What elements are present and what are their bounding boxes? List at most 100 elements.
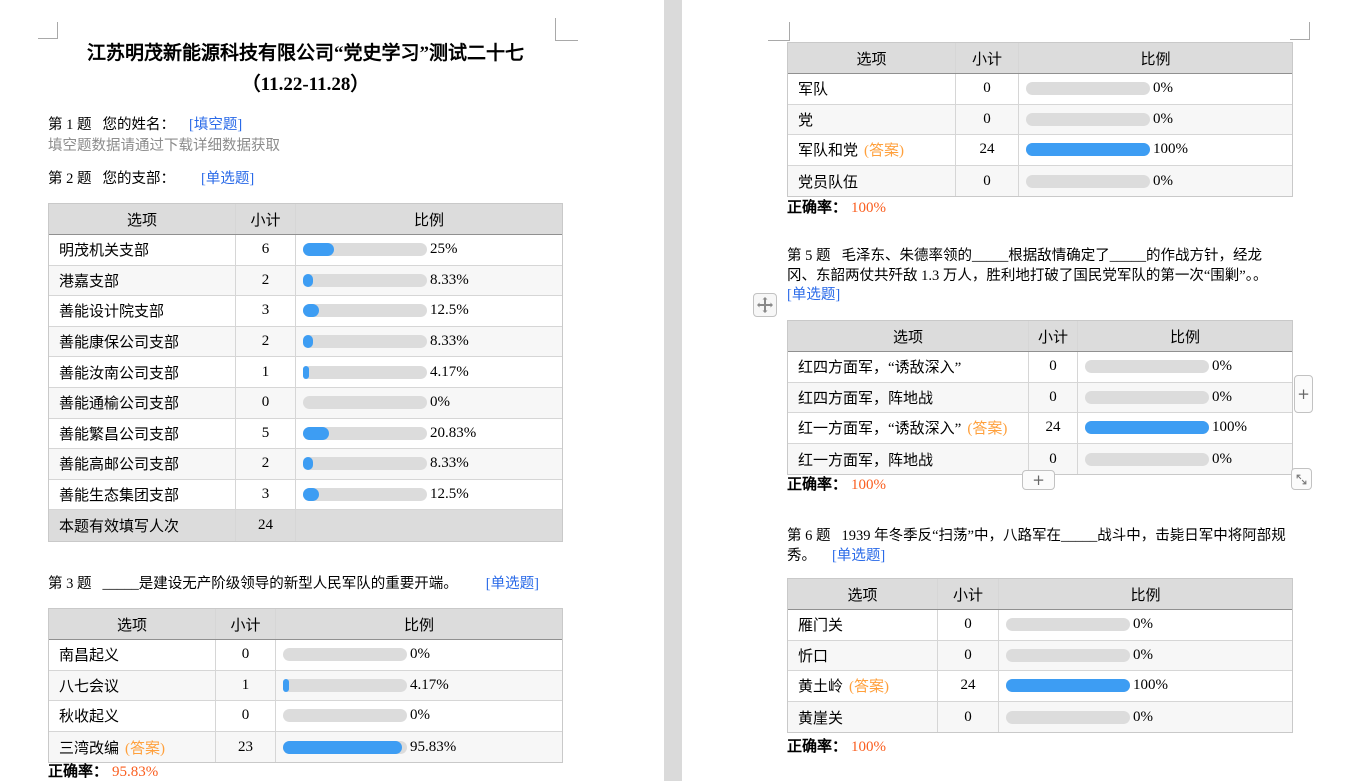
option-label: 红一方面军，“诱敌深入” <box>798 421 962 438</box>
percent-cell: 0% <box>999 610 1292 640</box>
option-label: 明茂机关支部 <box>59 243 150 260</box>
question-6-type-link[interactable]: [单选题] <box>832 547 886 564</box>
percent-cell: 4.17% <box>276 671 562 701</box>
percent-cell: 0% <box>999 702 1292 733</box>
option-cell: 善能汝南公司支部 <box>49 357 236 387</box>
table-row: 善能生态集团支部 3 12.5% <box>49 479 562 511</box>
question-3-type-link[interactable]: [单选题] <box>485 576 539 592</box>
percent-bar-fill <box>303 335 313 349</box>
percent-cell: 25% <box>296 235 562 265</box>
table-q3-results: 选项 小计 比例 南昌起义 0 0% 八七会议 1 4.17% 秋收起义 0 0% 三湾改编 (答案) 23… <box>48 608 563 764</box>
option-label: 善能生态集团支部 <box>59 488 180 505</box>
percent-cell: 0% <box>1078 383 1292 413</box>
count-cell: 2 <box>236 449 296 479</box>
count-cell: 3 <box>236 479 296 510</box>
question-1-type-link[interactable]: [填空题] <box>189 117 243 133</box>
percent-bar-track <box>303 365 427 379</box>
option-label: 善能高邮公司支部 <box>59 457 180 474</box>
table-row: 黄土岭 (答案) 24 100% <box>788 671 1292 702</box>
table-row: 军队 0 0% <box>788 74 1292 105</box>
question-6-number: 第 6 题 <box>787 528 831 544</box>
corner-mark-icon <box>555 18 578 41</box>
table-row: 善能康保公司支部 2 8.33% <box>49 326 562 358</box>
table-row: 善能汝南公司支部 1 4.17% <box>49 357 562 388</box>
add-row-button-right[interactable]: + <box>1294 375 1313 413</box>
move-handle-button[interactable] <box>753 293 777 317</box>
percent-bar-track <box>303 426 427 440</box>
option-cell: 红一方面军，阵地战 <box>788 443 1029 475</box>
table-row: 三湾改编 (答案) 23 95.83% <box>49 731 562 763</box>
expand-button[interactable] <box>1291 468 1312 490</box>
percent-label: 0% <box>1133 646 1153 663</box>
diagonal-resize-icon <box>1296 474 1307 484</box>
table-row: 善能繁昌公司支部 5 20.83% <box>49 418 562 450</box>
count-cell: 0 <box>236 387 296 418</box>
table-row: 红一方面军，阵地战 0 0% <box>788 443 1292 475</box>
percent-bar-fill <box>1026 143 1150 157</box>
option-cell: 善能生态集团支部 <box>49 479 236 510</box>
percent-label: 100% <box>1133 677 1168 694</box>
table-row: 明茂机关支部 6 25% <box>49 235 562 266</box>
option-cell: 军队 <box>788 74 956 104</box>
option-cell: 忻口 <box>788 640 938 671</box>
option-cell: 红四方面军，“诱敌深入” <box>788 352 1029 382</box>
add-row-button-bottom[interactable]: + <box>1022 470 1055 490</box>
option-label: 党 <box>798 112 814 129</box>
percent-bar-track <box>1026 174 1150 188</box>
column-header: 小计 <box>938 579 999 609</box>
option-cell: 善能高邮公司支部 <box>49 449 236 479</box>
percent-cell: 0% <box>1019 166 1292 197</box>
percent-label: 0% <box>1153 110 1173 127</box>
table-q5-results: 选项 小计 比例 红四方面军，“诱敌深入” 0 0% 红四方面军，阵地战 0 0% 红一方面军，“… <box>787 320 1293 476</box>
table-header-row: 选项 小计 比例 <box>788 43 1292 74</box>
count-cell: 24 <box>938 671 999 701</box>
percent-bar-fill <box>303 365 309 379</box>
question-5-text-line2: 冈、东韶两仗共歼敌 1.3 万人，胜利地打破了国民党军队的第一次“围剿”。。 <box>787 267 1268 284</box>
percent-bar-track <box>1026 82 1150 96</box>
option-label: 忻口 <box>798 648 829 665</box>
correct-rate-label: 正确率： <box>787 739 848 755</box>
column-header: 小计 <box>216 609 276 639</box>
question-3: 第 3 题 _____是建设无产阶级领导的新型人民军队的重要开端。 [单选题] <box>48 575 539 594</box>
question-5-type-link[interactable]: [单选题] <box>787 287 841 303</box>
option-cell: 黄土岭 (答案) <box>788 671 938 701</box>
question-5: 第 5 题毛泽东、朱德率领的_____根据敌情确定了_____的作战方针，经龙 … <box>787 247 1268 306</box>
percent-bar-track <box>303 304 427 318</box>
table-row: 港嘉支部 2 8.33% <box>49 265 562 297</box>
column-header: 比例 <box>1140 51 1171 68</box>
percent-bar-track <box>303 335 427 349</box>
percent-label: 0% <box>1212 358 1232 375</box>
count-cell: 0 <box>1029 443 1078 475</box>
count-cell: 0 <box>956 104 1019 135</box>
correct-rate-q3: 正确率： 95.83% <box>48 760 158 781</box>
count-cell: 0 <box>938 701 999 733</box>
table-row: 黄崖关 0 0% <box>788 701 1292 733</box>
question-1-text: 您的姓名： <box>102 117 176 133</box>
column-header: 选项 <box>788 579 938 609</box>
column-header: 选项 <box>788 43 956 73</box>
option-label: 善能康保公司支部 <box>59 335 180 352</box>
option-cell: 红四方面军，阵地战 <box>788 382 1029 413</box>
percent-cell: 8.33% <box>296 327 562 357</box>
percent-label: 0% <box>1153 80 1173 97</box>
option-cell: 红一方面军，“诱敌深入” (答案) <box>788 413 1029 443</box>
option-cell: 善能康保公司支部 <box>49 326 236 357</box>
percent-cell: 0% <box>1019 74 1292 104</box>
question-2-type-link[interactable]: [单选题] <box>201 171 255 187</box>
doc-title-line1: 江苏明茂新能源科技有限公司“党史学习”测试二十七 <box>86 43 524 64</box>
option-label: 黄土岭 <box>798 679 844 696</box>
percent-bar-track <box>303 396 427 410</box>
percent-bar-track <box>1085 452 1209 466</box>
percent-label: 8.33% <box>430 455 469 472</box>
question-6-text-line1: 1939 年冬季反“扫荡”中，八路军在_____战斗中，击毙日军中将阿部规 <box>841 528 1286 544</box>
question-6-text-line2: 秀。 <box>787 547 816 564</box>
answer-badge: (答案) <box>967 421 1008 438</box>
question-2-text: 您的支部： <box>102 171 176 187</box>
percent-cell: 4.17% <box>296 357 562 387</box>
option-cell: 善能设计院支部 <box>49 296 236 326</box>
corner-mark-icon <box>1290 22 1310 40</box>
footer-label: 本题有效填写人次 <box>49 510 236 541</box>
percent-label: 4.17% <box>430 363 469 380</box>
count-cell: 0 <box>1029 382 1078 413</box>
column-header: 比例 <box>1169 329 1200 346</box>
